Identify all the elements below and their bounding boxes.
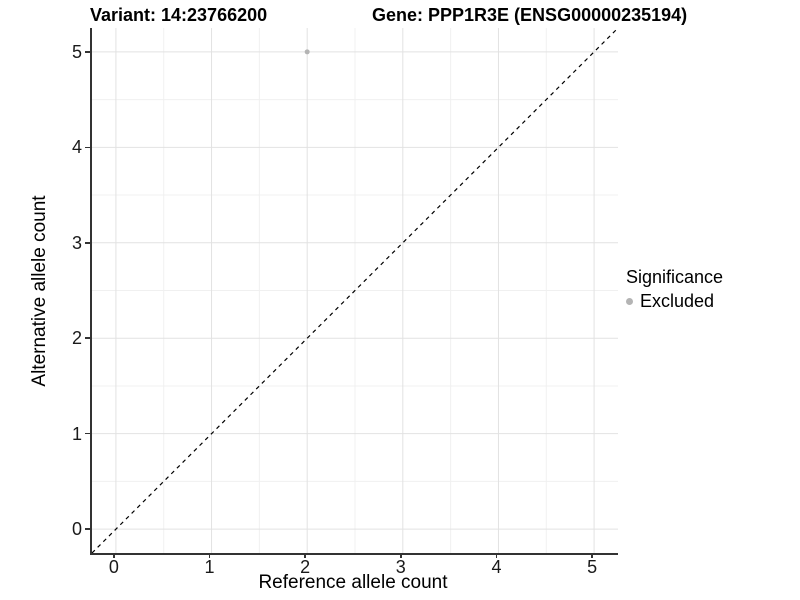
y-tick-label: 5 [71, 41, 82, 62]
x-tick-label: 4 [491, 557, 502, 577]
y-tick-mark [85, 242, 90, 244]
y-tick-label: 2 [71, 328, 82, 349]
gene-title: Gene: PPP1R3E (ENSG00000235194) [372, 5, 688, 25]
legend: Significance Excluded [626, 267, 723, 312]
y-tick-mark [85, 528, 90, 530]
y-axis-title: Alternative allele count [29, 195, 50, 387]
plot-panel [90, 28, 618, 555]
legend-item-label: Excluded [640, 291, 715, 311]
legend-item-excluded: Excluded [626, 291, 723, 312]
excluded-point-icon [626, 298, 633, 305]
x-tick-mark [591, 553, 593, 558]
x-tick-label: 1 [204, 557, 215, 577]
variant-title: Variant: 14:23766200 [90, 5, 268, 25]
x-tick-mark [495, 553, 498, 558]
x-axis-title: Reference allele count [258, 572, 448, 593]
y-tick-label: 0 [71, 519, 82, 540]
data-point [304, 49, 310, 55]
x-tick-label: 0 [108, 557, 119, 577]
x-tick-label: 5 [587, 557, 598, 577]
plot-canvas [92, 28, 618, 553]
legend-title: Significance [626, 267, 724, 287]
y-tick-label: 1 [71, 423, 82, 444]
y-tick-mark [85, 337, 90, 339]
x-tick-label: 2 [300, 557, 311, 577]
identity-line [92, 28, 618, 553]
x-tick-mark [113, 553, 115, 558]
x-tick-mark [400, 553, 402, 558]
x-tick-mark [208, 553, 211, 558]
y-tick-mark [85, 146, 90, 149]
y-tick-mark [85, 432, 90, 435]
x-tick-label: 3 [395, 557, 406, 577]
y-tick-label: 3 [71, 232, 82, 253]
x-tick-mark [304, 553, 306, 558]
y-tick-label: 4 [71, 137, 82, 158]
y-tick-mark [85, 51, 90, 53]
